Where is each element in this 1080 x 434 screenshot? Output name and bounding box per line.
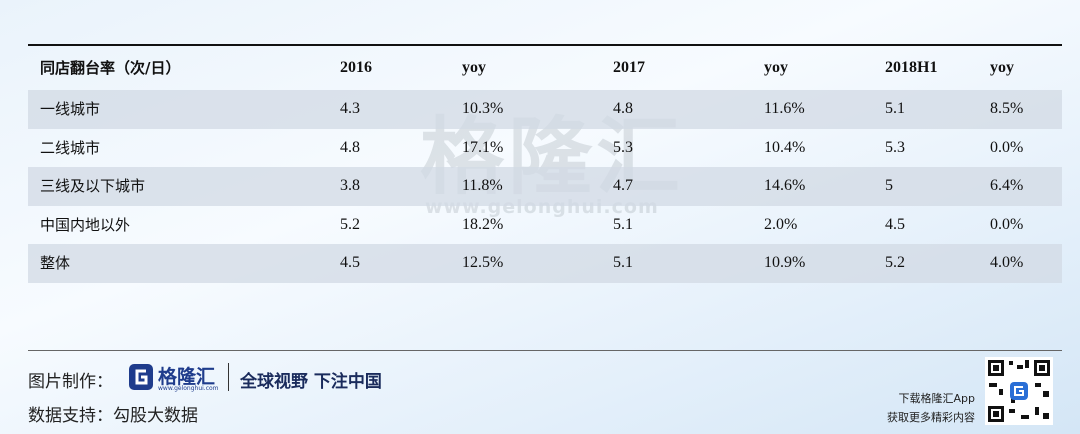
- table-cell: 10.9%: [764, 254, 806, 271]
- table-cell: 5.2: [340, 215, 360, 233]
- table-cell: 中国内地以外: [40, 215, 131, 234]
- table: 同店翻台率（次/日） 2016 yoy 2017 yoy 2018H1 yoy 一线城市 4.3…: [28, 44, 1062, 283]
- table-cell: 4.8: [613, 100, 633, 117]
- logo: 格隆汇 www.gelonghui.com: [128, 362, 220, 392]
- table-row: 二线城市 4.8 17.1% 5.3 10.4% 5.3 0.0%: [28, 129, 1062, 168]
- qr-code: [985, 357, 1053, 425]
- table-cell: 5.1: [613, 215, 633, 233]
- separator: [228, 363, 229, 391]
- data-source: 数据支持：勾股大数据: [28, 406, 198, 426]
- table-cell: 0.0%: [990, 138, 1024, 156]
- slogan: 全球视野 下注中国: [240, 372, 382, 392]
- table-cell: 一线城市: [40, 100, 101, 118]
- table-cell: 4.7: [613, 177, 633, 194]
- table-row: 整体 4.5 12.5% 5.1 10.9% 5.2 4.0%: [28, 244, 1062, 283]
- table-cell: 整体: [40, 254, 71, 272]
- logo-icon: [129, 364, 153, 390]
- table-cell: 4.5: [885, 215, 905, 233]
- table-cell: 8.5%: [990, 100, 1024, 117]
- table-cell: 二线城市: [40, 138, 101, 157]
- table-cell: 5.2: [885, 254, 905, 271]
- table-cell: 4.8: [340, 138, 360, 156]
- header-row: 同店翻台率（次/日） 2016 yoy 2017 yoy 2018H1 yoy: [28, 46, 1062, 90]
- table-row: 一线城市 4.3 10.3% 4.8 11.6% 5.1 8.5%: [28, 90, 1062, 129]
- header-cell: yoy: [764, 59, 788, 76]
- logo-text: 格隆汇: [158, 366, 216, 388]
- table-cell: 4.0%: [990, 254, 1024, 271]
- table-cell: 0.0%: [990, 215, 1024, 233]
- table-cell: 5: [885, 177, 893, 194]
- table-cell: 5.1: [885, 100, 905, 117]
- table-cell: 12.5%: [462, 254, 504, 271]
- logo-url: www.gelonghui.com: [158, 385, 219, 392]
- table-cell: 11.6%: [764, 100, 805, 117]
- table-cell: 11.8%: [462, 177, 503, 194]
- table-cell: 3.8: [340, 177, 360, 194]
- made-by-label: 图片制作：: [28, 372, 113, 392]
- header-cell: 同店翻台率（次/日）: [40, 59, 181, 77]
- app-line2: 获取更多精彩内容: [887, 411, 975, 424]
- header-cell: 2017: [613, 59, 645, 76]
- app-line1: 下载格隆汇App: [898, 392, 976, 405]
- table-row: 中国内地以外 5.2 18.2% 5.1 2.0% 4.5 0.0%: [28, 206, 1062, 245]
- table-cell: 2.0%: [764, 215, 798, 233]
- table-cell: 14.6%: [764, 177, 806, 194]
- table-cell: 4.5: [340, 254, 360, 271]
- table-cell: 三线及以下城市: [40, 177, 146, 195]
- table-cell: 10.4%: [764, 138, 806, 156]
- table-cell: 5.1: [613, 254, 633, 271]
- table-cell: 10.3%: [462, 100, 504, 117]
- table-cell: 6.4%: [990, 177, 1024, 194]
- header-cell: 2016: [340, 59, 372, 76]
- header-cell: 2018H1: [885, 59, 938, 76]
- table-cell: 4.3: [340, 100, 360, 117]
- table-cell: 18.2%: [462, 215, 504, 233]
- header-cell: yoy: [462, 59, 486, 76]
- table-cell: 5.3: [885, 138, 905, 156]
- footer-rule: [28, 350, 1062, 351]
- header-cell: yoy: [990, 59, 1014, 76]
- table-cell: 5.3: [613, 138, 633, 156]
- table-row: 三线及以下城市 3.8 11.8% 4.7 14.6% 5 6.4%: [28, 167, 1062, 206]
- table-cell: 17.1%: [462, 138, 504, 156]
